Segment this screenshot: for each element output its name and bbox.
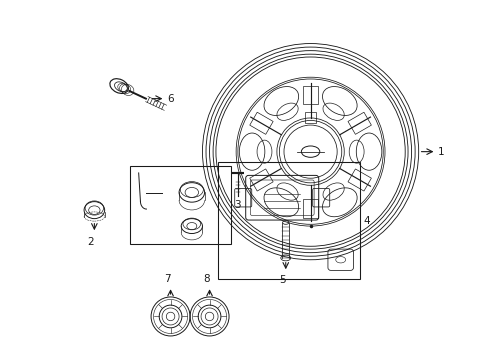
Bar <box>130 166 231 244</box>
Text: 3: 3 <box>234 200 241 210</box>
Bar <box>250 112 273 134</box>
Text: 7: 7 <box>165 274 171 284</box>
Text: 1: 1 <box>438 147 444 157</box>
Text: 2: 2 <box>88 237 94 247</box>
Text: 4: 4 <box>364 216 370 226</box>
Bar <box>303 199 318 217</box>
Bar <box>250 169 273 191</box>
Bar <box>305 112 316 123</box>
Text: 8: 8 <box>203 274 210 284</box>
Bar <box>348 169 371 191</box>
Text: 6: 6 <box>167 94 174 104</box>
Bar <box>219 162 360 279</box>
Bar <box>348 112 371 134</box>
Text: 5: 5 <box>280 275 286 285</box>
Bar <box>303 86 318 104</box>
